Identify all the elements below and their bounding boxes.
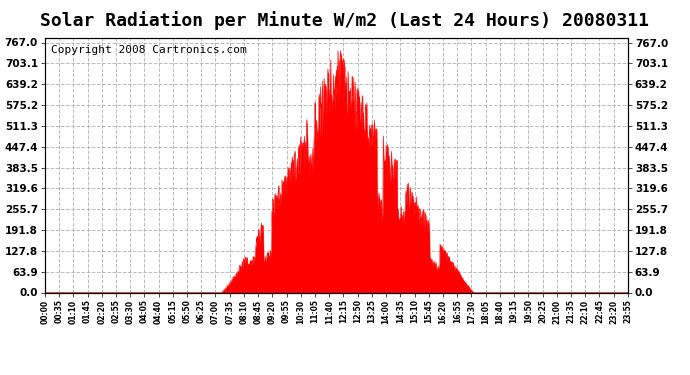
Text: Solar Radiation per Minute W/m2 (Last 24 Hours) 20080311: Solar Radiation per Minute W/m2 (Last 24… [41,11,649,30]
Text: Copyright 2008 Cartronics.com: Copyright 2008 Cartronics.com [50,45,246,55]
